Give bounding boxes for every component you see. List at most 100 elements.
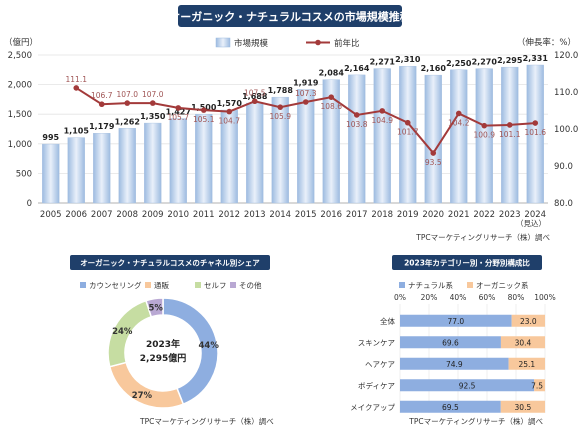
stack-category-label: 全体	[380, 316, 395, 326]
left-axis-ticks: 0 500 1,000 1,500 2,000 2,500	[8, 51, 32, 209]
stack-tick-label: 60%	[479, 293, 496, 302]
stack-bar-segment	[534, 379, 545, 392]
market-size-bar	[67, 137, 85, 204]
year-label: 2018	[371, 210, 393, 220]
donut-center-year: 2023年	[146, 338, 180, 350]
left-tick-label: 2,500	[8, 51, 32, 61]
year-label: 2007	[91, 210, 113, 220]
growth-rate-point	[353, 112, 360, 118]
market-size-value: 1,105	[64, 127, 90, 136]
channel-share-chart: オーガニック・ナチュラルコスメのチャネル別シェア カウンセリング 通販 セルフ その他…	[70, 255, 274, 426]
left-tick-label: 1,000	[8, 140, 32, 150]
growth-rate-point	[481, 122, 488, 129]
growth-rate-point	[455, 110, 462, 117]
right-axis-label: （伸長率：%）	[517, 37, 576, 48]
stack-legend-swatch	[467, 282, 473, 288]
growth-rate-value: 105.1	[193, 115, 215, 124]
growth-rate-value: 107.0	[142, 90, 164, 99]
stack-segment-value: 74.9	[446, 360, 463, 369]
growth-rate-value: 104.9	[372, 116, 394, 125]
donut-legend-swatch	[145, 282, 151, 288]
legend-line-marker	[315, 39, 321, 46]
donut-legend-label: セルフ	[204, 281, 227, 290]
stack-axis-ticks: 0% 20% 40% 60% 80% 100%	[394, 293, 556, 413]
growth-rate-point	[73, 85, 80, 91]
stack-category-label: ヘアケア	[365, 360, 395, 369]
stack-segment-value: 69.5	[442, 403, 459, 412]
donut-legend-label: 通販	[154, 280, 169, 290]
stack-legend: ナチュラル系 オーガニック系	[399, 280, 529, 290]
market-size-value: 2,331	[523, 54, 549, 63]
growth-rate-point	[379, 108, 386, 114]
stack-segment-value: 30.4	[515, 338, 532, 347]
legend-bar-label: 市場規模	[234, 38, 269, 49]
stack-title: 2023年カテゴリー別・分野別構成比	[404, 258, 530, 268]
market-size-bar	[501, 66, 519, 204]
left-tick-label: 2,000	[8, 81, 32, 91]
growth-rate-point	[506, 122, 513, 128]
stack-bar-segment	[400, 357, 509, 370]
stack-legend-swatch	[399, 282, 405, 288]
stack-bars: 77.0 23.0 69.6 30.4 74.9 25.1 92.5 7.5 69.5 30.5	[400, 314, 545, 413]
growth-rate-point	[124, 100, 131, 106]
stack-category-label: メイクアップ	[350, 403, 395, 412]
year-label: 2005	[40, 210, 62, 220]
market-size-bar	[169, 118, 187, 204]
donut-title-banner	[70, 255, 270, 270]
year-label: 2006	[65, 210, 87, 220]
growth-rate-value: 105.7	[168, 113, 190, 122]
stack-bar-segment	[508, 357, 545, 370]
growth-rate-value: 105.9	[270, 112, 292, 121]
growth-rate-value: 101.7	[397, 128, 419, 137]
market-size-bar	[246, 102, 264, 204]
stack-tick-label: 80%	[508, 293, 525, 302]
donut-legend-swatch	[195, 282, 201, 288]
stack-segment-value: 23.0	[520, 317, 537, 326]
stack-bar-segment	[511, 314, 545, 327]
year-label: 2020	[422, 210, 444, 220]
growth-rate-value: 93.5	[425, 158, 442, 167]
year-label: 2019	[397, 210, 419, 220]
donut-legend-swatch	[230, 282, 236, 288]
stack-segment-value: 92.5	[459, 381, 476, 390]
donut-value-label: 44%	[198, 341, 219, 351]
legend-line-label: 前年比	[334, 38, 360, 49]
market-size-bar	[93, 133, 111, 204]
growth-rate-point	[328, 94, 335, 100]
market-size-bar	[348, 74, 366, 204]
growth-rate-value: 107.5	[244, 88, 266, 97]
growth-rate-point	[404, 119, 411, 126]
growth-rate-value: 106.7	[91, 91, 113, 100]
market-size-value: 1,262	[115, 117, 140, 126]
market-size-value: 1,179	[89, 122, 115, 131]
right-axis-ticks: 80.0 90.0 100.0 110.0 120.0	[554, 51, 578, 209]
growth-rate-point	[200, 107, 207, 113]
growth-rate-point	[175, 105, 182, 111]
year-label: 2024	[524, 210, 546, 220]
growth-rate-value: 104.2	[448, 118, 470, 127]
donut-slice	[108, 361, 185, 409]
market-size-value: 1,919	[293, 78, 319, 87]
market-size-bar	[42, 143, 60, 204]
stack-tick-label: 40%	[450, 293, 467, 302]
market-size-bar	[399, 66, 417, 204]
market-size-value: 2,084	[319, 69, 345, 78]
year-label: 2012	[218, 210, 240, 220]
stack-bar-segment	[500, 400, 545, 413]
growth-rate-value: 100.9	[474, 131, 496, 140]
growth-rate-point	[98, 101, 105, 108]
year-label: 2014	[269, 210, 291, 220]
right-tick-label: 90.0	[554, 162, 573, 172]
stack-category-label: スキンケア	[358, 338, 395, 347]
main-legend: 市場規模 前年比	[215, 37, 360, 49]
donut-title: オーガニック・ナチュラルコスメのチャネル別シェア	[80, 258, 260, 268]
stack-tick-label: 20%	[421, 293, 438, 302]
market-size-value: 2,271	[370, 58, 396, 67]
left-tick-label: 500	[16, 169, 32, 179]
stack-bar-segment	[400, 336, 501, 349]
market-size-value: 2,310	[395, 55, 421, 64]
market-size-value: 2,164	[344, 64, 370, 73]
